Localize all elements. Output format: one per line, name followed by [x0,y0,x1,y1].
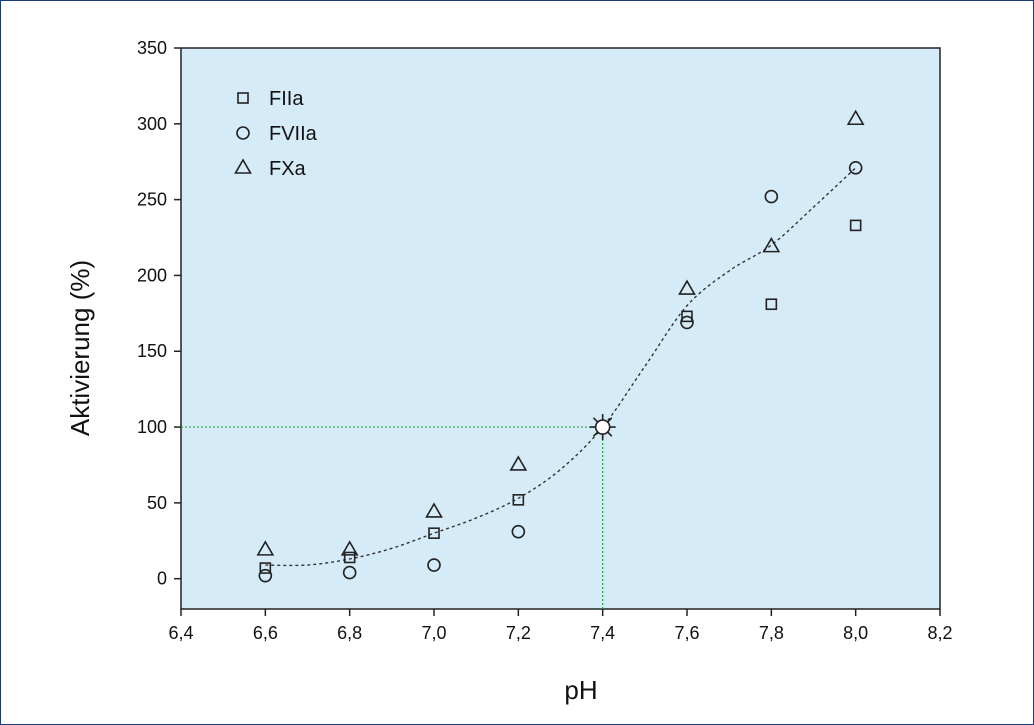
point-fxa [425,502,443,518]
y-tick-label: 200 [137,265,167,285]
legend-label-fviia: FVIIa [269,123,318,145]
legend-label-fiia: FIIa [269,88,304,110]
point-fviia [258,568,273,583]
point-fiia [849,219,862,232]
point-fxa [256,540,275,556]
legend: FIIa FVIIa FXa [234,88,318,180]
plot-area [180,47,941,610]
point-fviia [680,315,694,330]
point-fiia [765,298,778,311]
point-fviia [427,558,441,572]
x-tick-label: 7,2 [506,623,531,643]
x-tick-label: 8,0 [843,623,868,643]
point-fviia [764,189,779,204]
point-fxa [762,237,781,253]
data-markers [256,109,865,583]
y-tick-label: 0 [157,569,167,589]
point-fiia [343,551,356,564]
x-axis-title: pH [564,675,597,705]
y-tick-label: 150 [137,341,167,361]
reference-point [589,414,616,441]
point-fiia [512,494,525,506]
y-tick-label: 50 [147,493,167,513]
axes: 6,4 6,6 6,8 7,0 7,2 7,4 7,6 7,8 8,0 8,2 0 50 100 150 2… [137,38,953,643]
x-tick-label: 7,8 [759,623,784,643]
legend-marker-fxa [234,158,252,174]
point-fviia [848,160,863,175]
x-tick-label: 6,8 [337,623,362,643]
point-fiia [681,310,693,323]
y-tick-label: 300 [137,114,167,134]
legend-marker-fiia [237,92,249,104]
point-fxa [846,109,865,126]
point-fiia [428,527,440,539]
y-tick-label: 100 [137,417,167,437]
point-fviia [342,565,357,580]
legend-marker-fviia [236,126,250,140]
x-tick-label: 7,0 [421,623,446,643]
x-tick-label: 8,2 [927,623,952,643]
y-tick-label: 350 [137,38,167,58]
point-fxa [678,279,696,295]
y-axis-title: Aktivierung (%) [65,260,95,436]
x-tick-label: 7,4 [590,623,615,643]
legend-label-fxa: FXa [269,158,307,180]
x-tick-label: 7,6 [674,623,699,643]
x-tick-label: 6,6 [253,623,278,643]
point-fviia [511,524,526,539]
point-fiia [259,562,272,574]
x-tick-label: 6,4 [168,623,193,643]
point-fxa [509,455,528,471]
y-tick-label: 250 [137,190,167,210]
point-fxa [340,540,359,556]
